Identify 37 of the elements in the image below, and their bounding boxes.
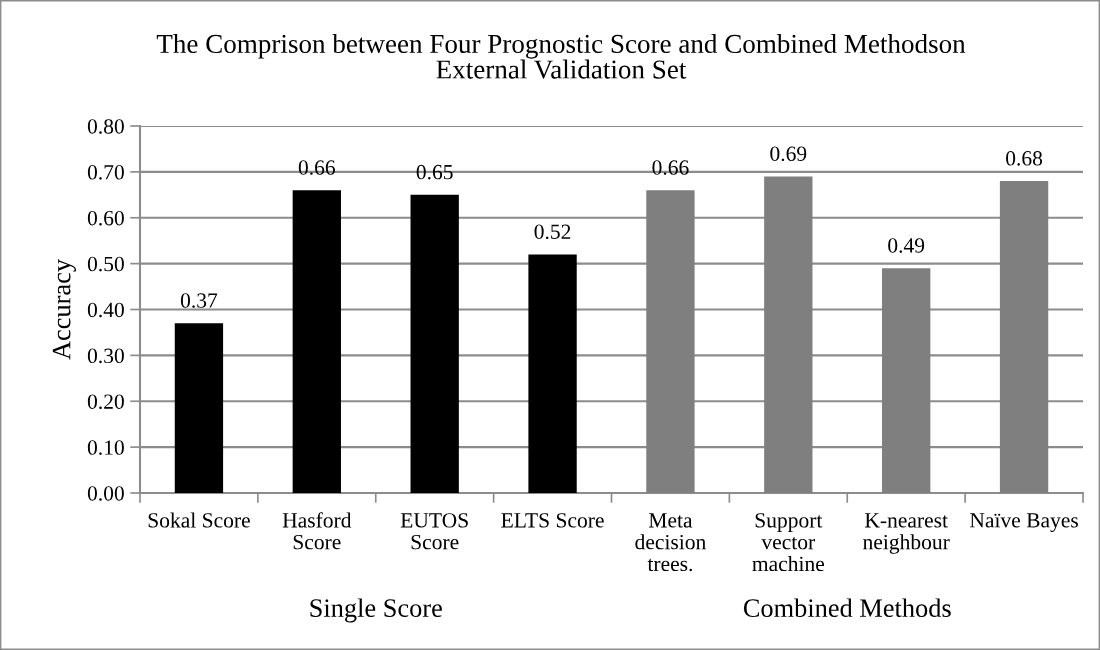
y-tick-label: 0.40 bbox=[87, 302, 124, 318]
bar bbox=[764, 176, 813, 493]
text: Combined Methods bbox=[743, 598, 951, 618]
data-label: 0.68 bbox=[1006, 151, 1043, 166]
bar bbox=[646, 190, 695, 493]
data-label: 0.65 bbox=[416, 164, 453, 180]
y-tick-label: 0.30 bbox=[87, 348, 124, 364]
x-tick-label: Support vector machine bbox=[752, 513, 825, 572]
y-tick-label: 0.20 bbox=[87, 394, 124, 410]
bar bbox=[882, 268, 931, 493]
y-axis-title: Accuracy bbox=[52, 259, 76, 360]
x-tick-label: Hasford Score bbox=[282, 512, 352, 550]
data-label: 0.69 bbox=[770, 146, 807, 162]
x-tick-label: Meta decision trees. bbox=[635, 513, 706, 572]
text: Single Score bbox=[310, 598, 442, 623]
x-tick-label: ELTS Score bbox=[501, 513, 604, 528]
y-tick-label: 0.10 bbox=[87, 440, 124, 455]
x-tick-label: EUTOS Score bbox=[400, 513, 468, 550]
x-tick-label: Sokal Score bbox=[148, 512, 250, 528]
data-label: 0.37 bbox=[180, 293, 218, 308]
y-tick-label: 0.80 bbox=[87, 119, 124, 134]
data-label: 0.66 bbox=[298, 160, 336, 175]
bar bbox=[292, 190, 341, 493]
y-tick-label: 0.70 bbox=[87, 165, 124, 180]
chart-title: The Comprison between Four Prognostic Score and Combined Methodson External Validation Set bbox=[156, 34, 966, 79]
y-tick-label: 0.60 bbox=[87, 210, 124, 226]
bar bbox=[174, 323, 224, 493]
x-tick-label: K-nearest neighbour bbox=[863, 513, 950, 554]
x-tick-label: Naïve Bayes bbox=[969, 513, 1078, 532]
data-label: 0.66 bbox=[652, 160, 689, 175]
data-label: 0.49 bbox=[888, 238, 925, 253]
y-tick-label: 0.50 bbox=[87, 256, 124, 272]
data-label: 0.52 bbox=[534, 224, 571, 240]
bar bbox=[410, 194, 459, 493]
y-tick-label: 0.00 bbox=[87, 486, 124, 501]
bar bbox=[999, 181, 1049, 493]
bar bbox=[528, 254, 577, 493]
